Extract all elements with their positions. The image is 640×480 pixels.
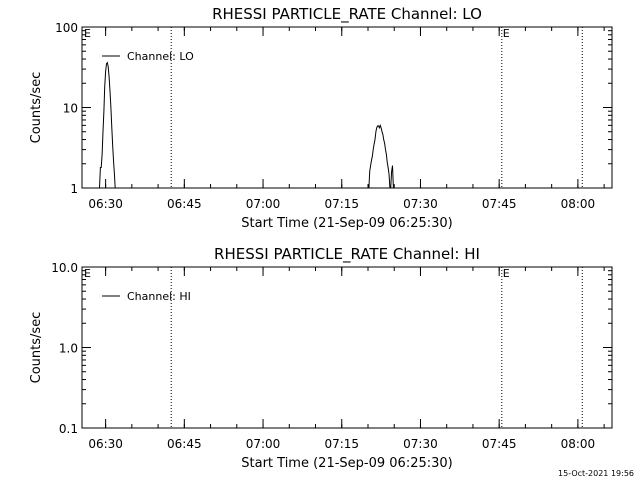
x-tick-label: 07:00 [246,197,281,211]
corner-marker-label: E [84,27,91,40]
y-tick-label: 10.0 [51,261,78,275]
chart-title: RHESSI PARTICLE_RATE Channel: LO [212,5,482,24]
legend-label: Channel: LO [127,50,194,63]
x-tick-label: 08:00 [561,437,596,451]
lo-channel-panel: RHESSI PARTICLE_RATE Channel: LO Start Ti… [29,5,613,231]
x-tick-label: 07:00 [246,437,281,451]
plot-timestamp: 15-Oct-2021 19:56 [558,469,634,478]
hi-channel-panel: RHESSI PARTICLE_RATE Channel: HI Start Ti… [29,245,613,471]
y-tick-label: 100 [55,21,78,35]
data-series-line [99,61,403,189]
x-tick-label: 07:45 [482,437,517,451]
x-tick-label: 08:00 [561,197,596,211]
y-tick-label: 1.0 [59,342,78,356]
chart-title: RHESSI PARTICLE_RATE Channel: HI [214,245,480,264]
x-tick-label: 06:45 [167,197,202,211]
y-axis-label: Counts/sec [29,312,44,384]
y-tick-label: 0.1 [59,422,78,436]
x-axis-label: Start Time (21-Sep-09 06:25:30) [241,456,452,471]
x-tick-label: 06:30 [88,437,123,451]
x-tick-label: 07:30 [403,437,438,451]
x-tick-label: 07:15 [324,437,359,451]
event-marker-label: E [503,267,510,280]
x-tick-label: 07:15 [324,197,359,211]
x-tick-label: 06:45 [167,437,202,451]
legend-label: Channel: HI [127,290,191,303]
corner-marker-label: E [84,267,91,280]
event-marker-label: E [503,27,510,40]
y-tick-label: 1 [70,182,78,196]
x-axis-label: Start Time (21-Sep-09 06:25:30) [241,216,452,231]
x-tick-label: 07:30 [403,197,438,211]
y-tick-label: 10 [63,102,78,116]
x-tick-label: 07:45 [482,197,517,211]
x-tick-label: 06:30 [88,197,123,211]
y-axis-label: Counts/sec [29,72,44,144]
